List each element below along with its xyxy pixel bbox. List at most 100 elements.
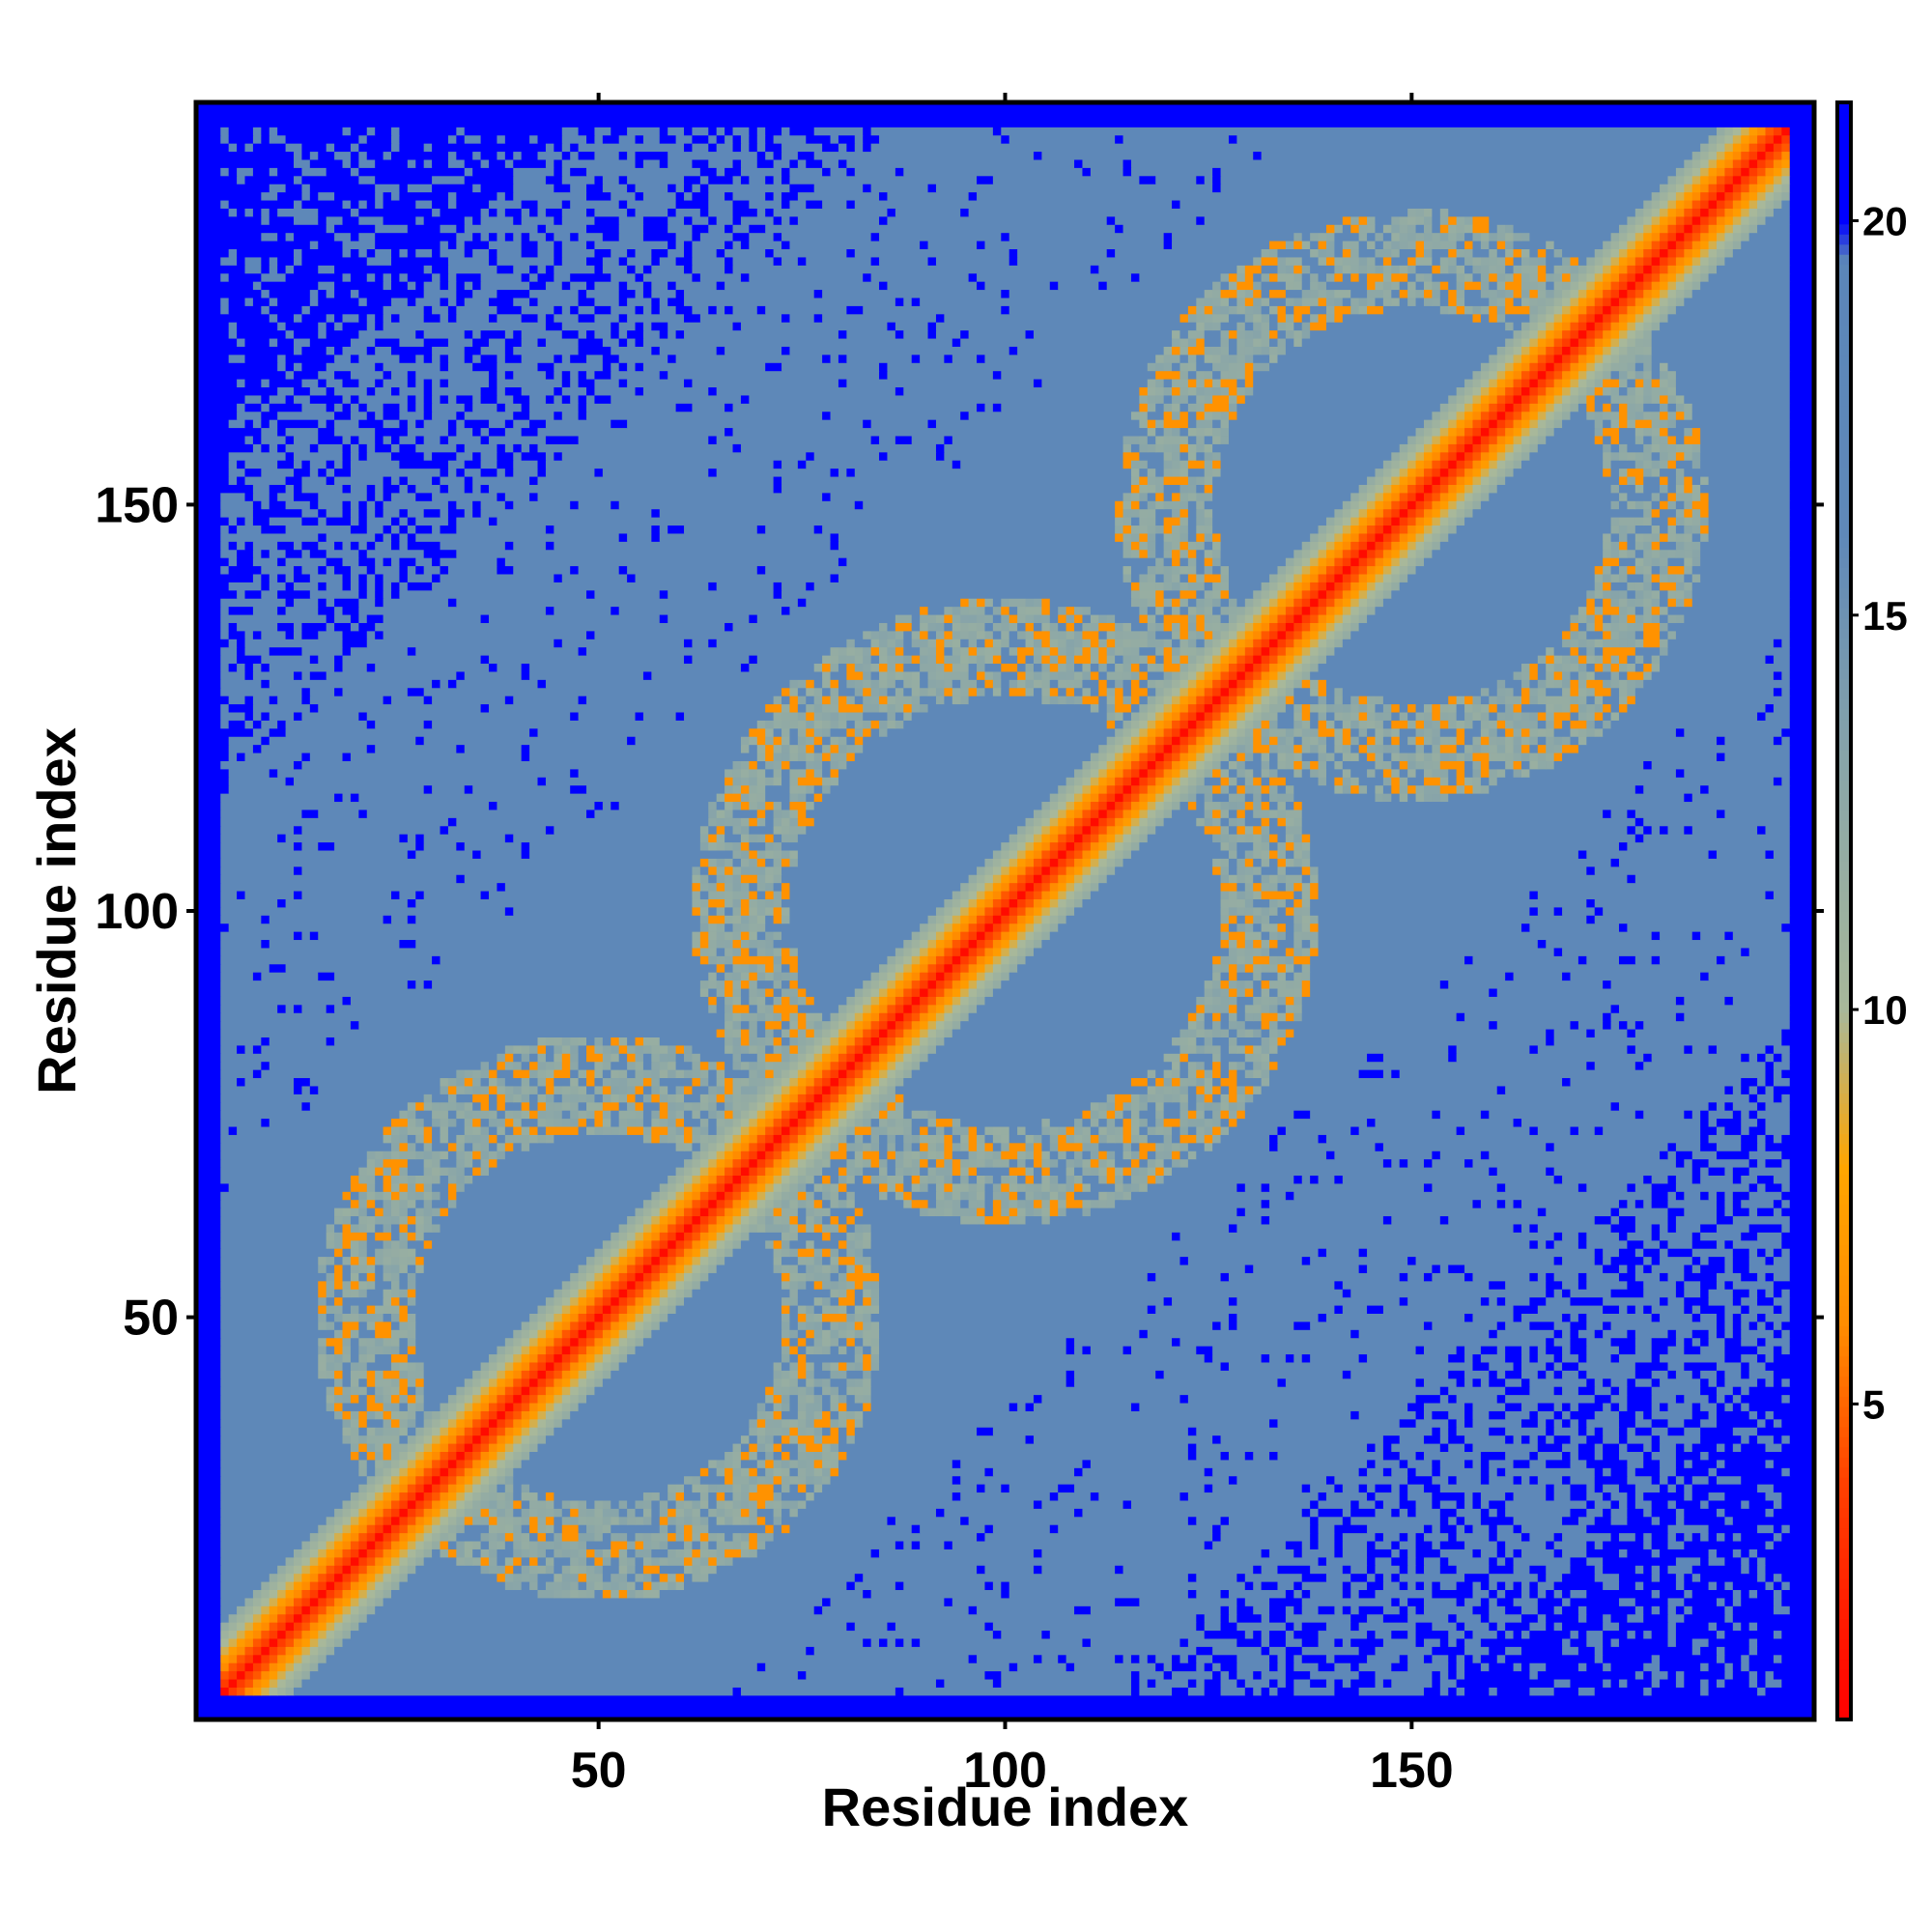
heatmap-cell: [1489, 1662, 1515, 1672]
heatmap-cell: [1618, 1548, 1629, 1558]
heatmap-cell: [318, 1573, 327, 1582]
heatmap-cell: [968, 1158, 978, 1168]
heatmap-cell: [326, 1532, 335, 1542]
heatmap-cell: [627, 1296, 637, 1306]
heatmap-cell: [1058, 1158, 1067, 1168]
heatmap-cell: [383, 1540, 392, 1549]
heatmap-cell: [1155, 1662, 1165, 1672]
heatmap-cell: [407, 1540, 416, 1549]
heatmap-cell: [651, 1289, 661, 1298]
heatmap-cell: [447, 1467, 457, 1477]
heatmap-cell: [480, 1142, 490, 1151]
heatmap-cell: [1675, 1605, 1685, 1615]
heatmap-cell: [415, 1467, 425, 1477]
heatmap-cell: [1049, 1182, 1059, 1192]
heatmap-cell: [1660, 1459, 1677, 1468]
heatmap-cell: [1025, 1158, 1035, 1168]
heatmap-cell: [1643, 1670, 1653, 1680]
heatmap-cell: [1660, 1442, 1677, 1453]
heatmap-cell: [1139, 1151, 1149, 1160]
heatmap-cell: [220, 1459, 359, 1468]
heatmap-cell: [407, 1370, 416, 1379]
heatmap-cell: [1553, 1402, 1563, 1411]
heatmap-cell: [797, 1402, 807, 1411]
heatmap-cell: [1375, 1459, 1401, 1468]
heatmap-cell: [781, 1208, 799, 1217]
heatmap-cell: [1293, 1589, 1303, 1599]
heatmap-cell: [773, 1264, 782, 1273]
heatmap-cell: [806, 1256, 815, 1265]
heatmap-cell: [830, 1264, 839, 1273]
heatmap-cell: [813, 1191, 823, 1201]
heatmap-cell: [1423, 1580, 1433, 1591]
heatmap-cell: [1618, 1402, 1629, 1411]
heatmap-cell: [1781, 1158, 1791, 1168]
heatmap-cell: [627, 1565, 637, 1575]
heatmap-cell: [1773, 1508, 1815, 1518]
heatmap-cell: [870, 1329, 880, 1339]
heatmap-cell: [1489, 1296, 1498, 1306]
heatmap-cell: [261, 1687, 270, 1696]
heatmap-cell: [806, 1199, 815, 1208]
heatmap-cell: [1577, 1353, 1587, 1363]
heatmap-cell: [1691, 1565, 1742, 1575]
heatmap-cell: [830, 1451, 839, 1461]
heatmap-cell: [423, 1125, 433, 1135]
heatmap-cell: [326, 1556, 335, 1566]
heatmap-cell: [1716, 1475, 1742, 1485]
heatmap-cell: [740, 1199, 750, 1208]
heatmap-cell: [1700, 1402, 1718, 1411]
heatmap-cell: [1489, 1622, 1498, 1632]
heatmap-cell: [415, 1370, 425, 1379]
heatmap-cell: [561, 1280, 571, 1290]
heatmap-cell: [740, 1134, 750, 1144]
heatmap-cell: [447, 1508, 457, 1518]
heatmap-cell: [854, 1378, 864, 1387]
heatmap-cell: [1253, 1580, 1263, 1591]
heatmap-cell: [521, 1565, 530, 1575]
heatmap-cell: [1009, 1580, 1246, 1591]
heatmap-cell: [1643, 1565, 1653, 1575]
heatmap-cell: [375, 1573, 384, 1582]
heatmap-cell: [1570, 1637, 1587, 1647]
heatmap-cell: [529, 1442, 539, 1453]
heatmap-cell: [489, 1516, 498, 1525]
heatmap-cell: [521, 1580, 530, 1591]
heatmap-cell: [358, 1199, 368, 1208]
heatmap-cell: [863, 1134, 872, 1144]
heatmap-cell: [1603, 1256, 1612, 1265]
heatmap-cell: [318, 1346, 327, 1355]
heatmap-cell: [447, 1418, 457, 1428]
heatmap-cell: [1456, 1565, 1490, 1575]
heatmap-cell: [1741, 1589, 1750, 1599]
heatmap-cell: [391, 1442, 401, 1453]
heatmap-cell: [1464, 1499, 1474, 1509]
heatmap-cell: [1562, 1516, 1579, 1525]
heatmap-cell: [529, 1386, 539, 1396]
heatmap-cell: [1277, 1654, 1287, 1663]
heatmap-cell: [789, 1337, 799, 1347]
heatmap-cell: [334, 1264, 344, 1273]
heatmap-cell: [1432, 1272, 1465, 1282]
heatmap-cell: [642, 1134, 652, 1144]
heatmap-cell: [350, 1215, 359, 1225]
heatmap-cell: [1610, 1337, 1636, 1347]
heatmap-cell: [1253, 1605, 1270, 1615]
heatmap-cell: [1325, 1556, 1368, 1566]
heatmap-cell: [1546, 1573, 1563, 1582]
heatmap-cell: [472, 1459, 482, 1468]
heatmap-cell: [708, 1223, 718, 1233]
heatmap-cell: [1594, 1540, 1604, 1549]
heatmap-cell: [375, 1199, 384, 1208]
heatmap-cell: [570, 1589, 580, 1599]
heatmap-cell: [642, 1548, 652, 1558]
heatmap-cell: [456, 1548, 466, 1558]
heatmap-cell: [1301, 1573, 1327, 1582]
heatmap-cell: [480, 1370, 490, 1379]
heatmap-cell: [1001, 1158, 1010, 1168]
heatmap-cell: [1748, 1654, 1775, 1663]
heatmap-cell: [1610, 1499, 1620, 1509]
heatmap-cell: [326, 1361, 335, 1371]
heatmap-cell: [1415, 1467, 1433, 1477]
heatmap-cell: [699, 1158, 709, 1168]
